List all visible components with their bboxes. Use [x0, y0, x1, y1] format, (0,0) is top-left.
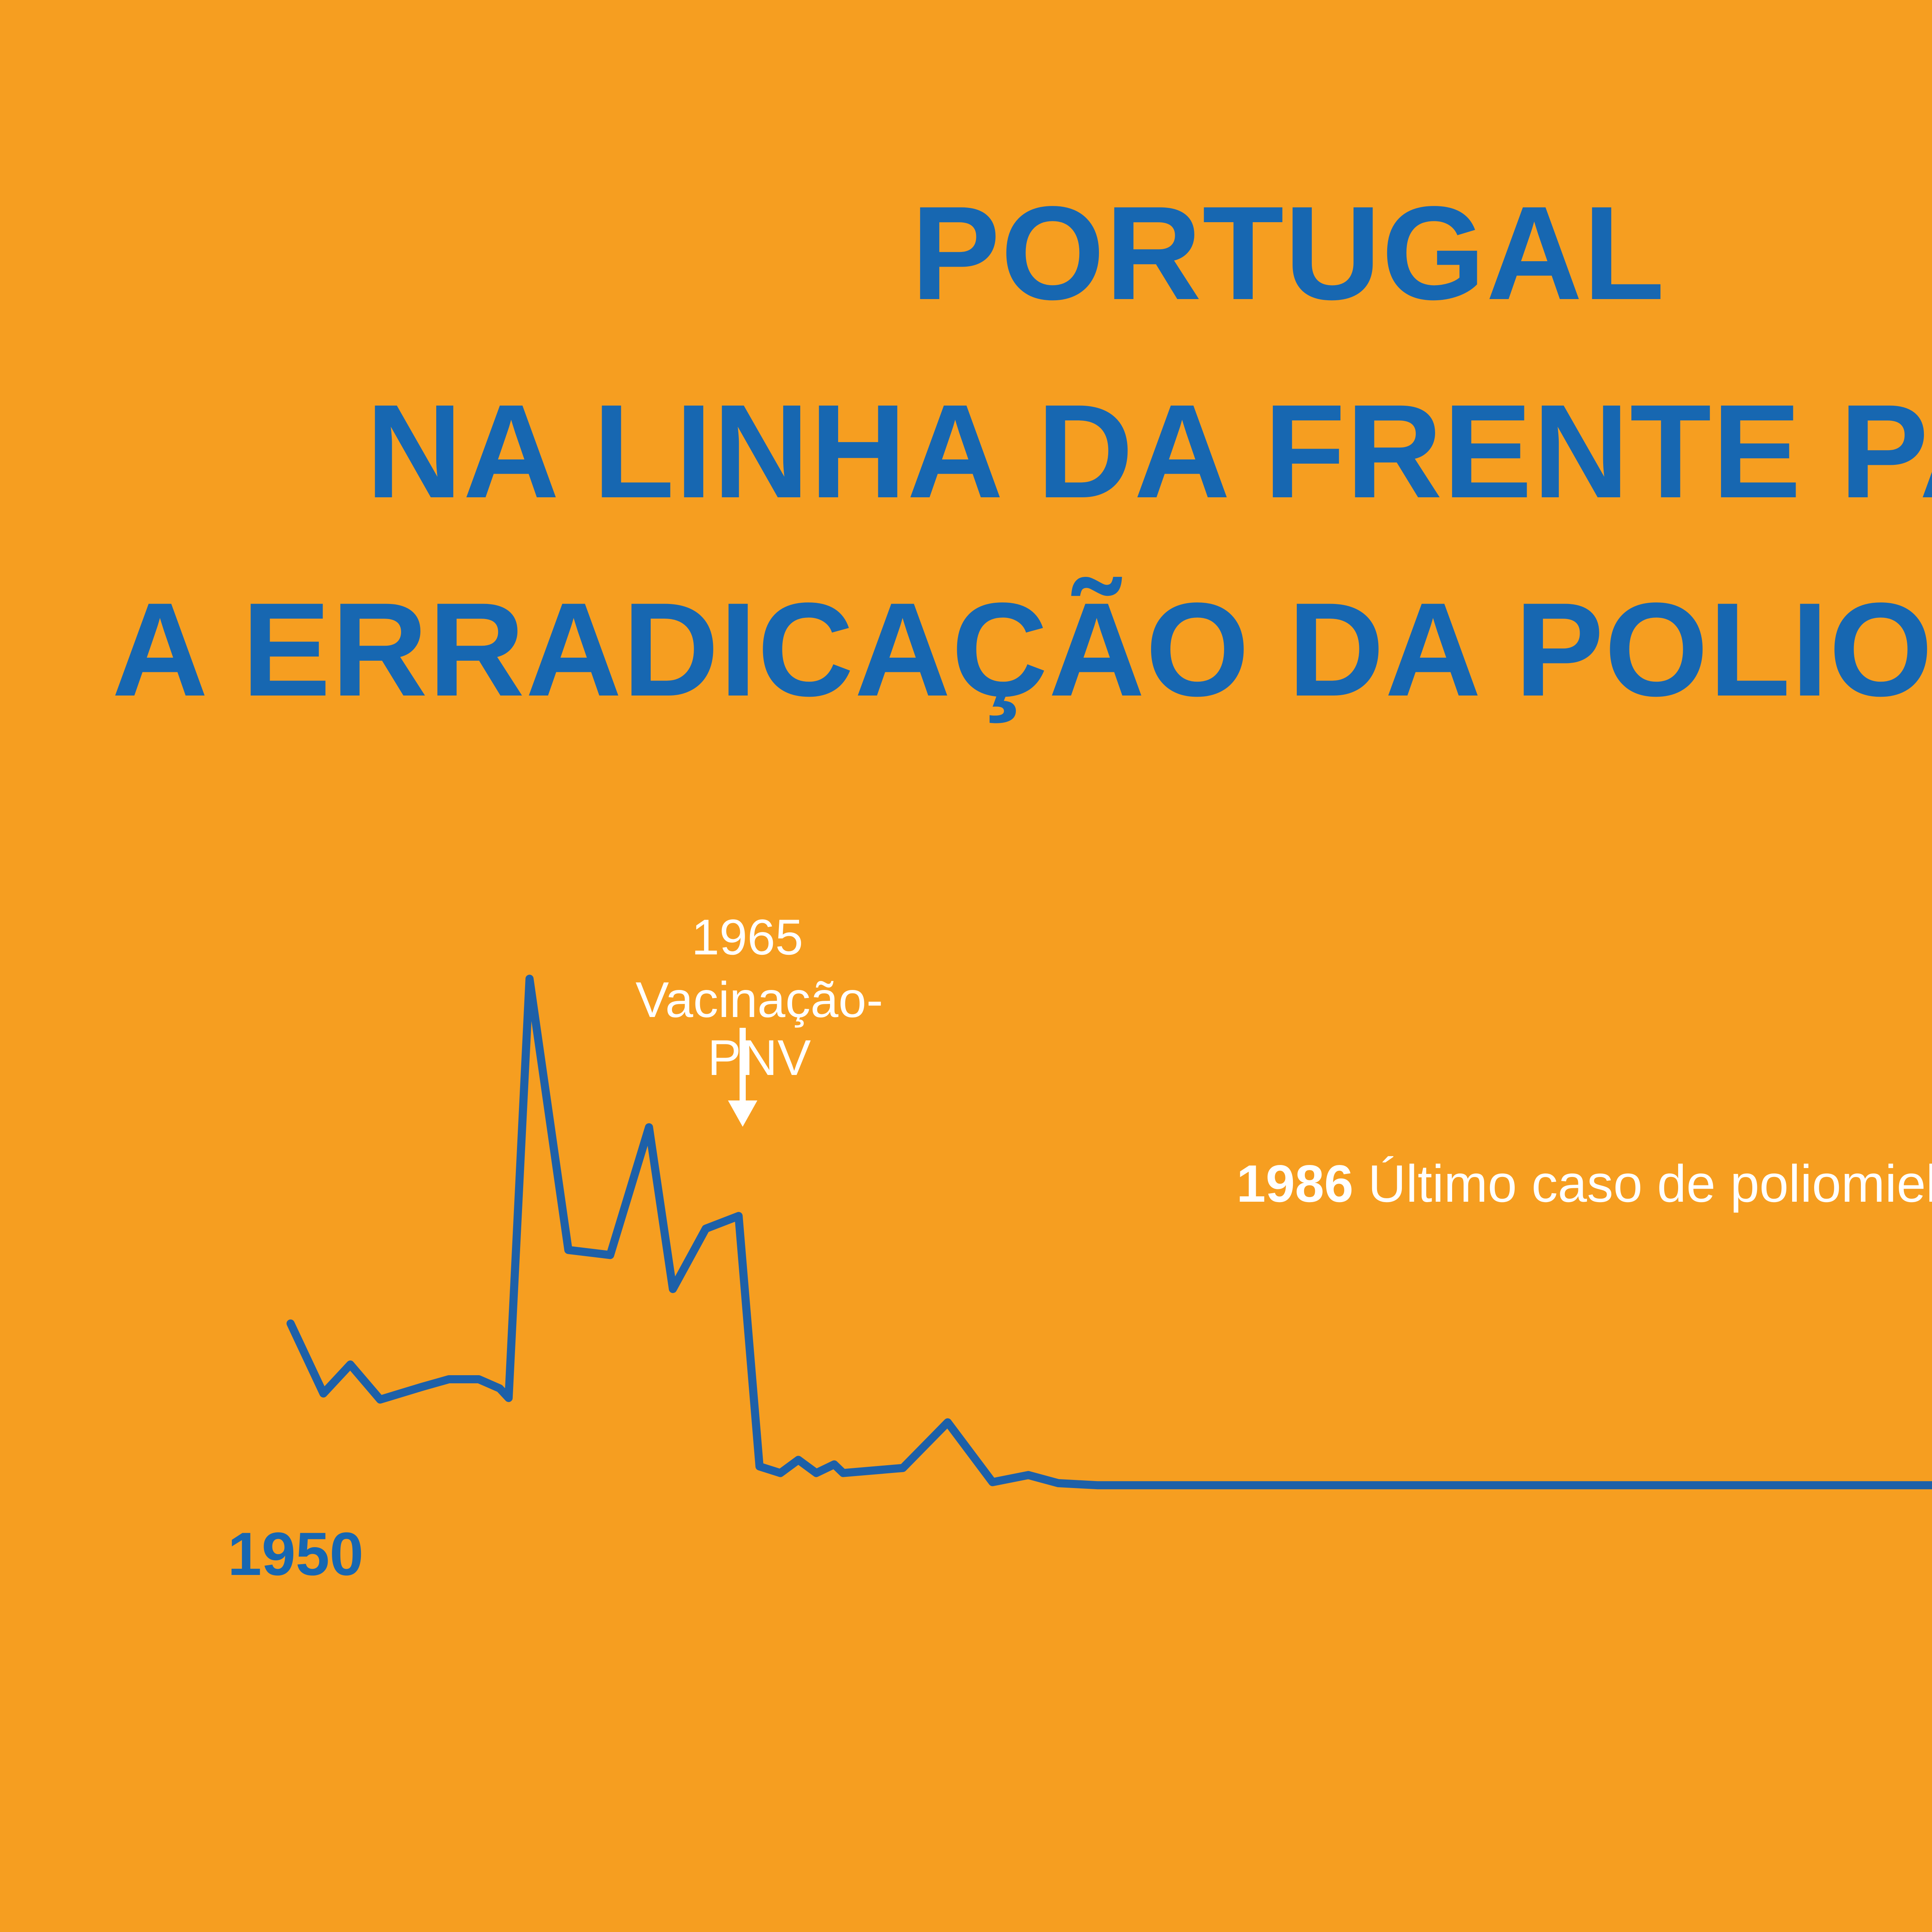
title-line-1: PORTUGAL — [911, 179, 1665, 328]
axis-label-1950: 1950 — [228, 1520, 364, 1588]
annotation-1986: 1986 Último caso de poliomielite em Port… — [1236, 1153, 1932, 1214]
polio-cases-line — [286, 975, 1932, 1490]
vaccination-arrow-icon — [728, 1028, 757, 1127]
title-line-3: A ERRADICAÇÃO DA POLIOMIELITE — [112, 575, 1932, 724]
annotation-1986-text: Último caso de poliomielite em Portugal — [1368, 1154, 1932, 1213]
annotation-1965-label: Vacinação-PNV — [635, 971, 883, 1086]
annotation-1986-year: 1986 — [1236, 1154, 1354, 1213]
annotation-1965-year: 1965 — [691, 909, 803, 965]
title-line-2: NA LINHA DA FRENTE PARA — [366, 377, 1932, 526]
page-title: PORTUGAL NA LINHA DA FRENTE PARA A ERRAD… — [0, 154, 1932, 749]
